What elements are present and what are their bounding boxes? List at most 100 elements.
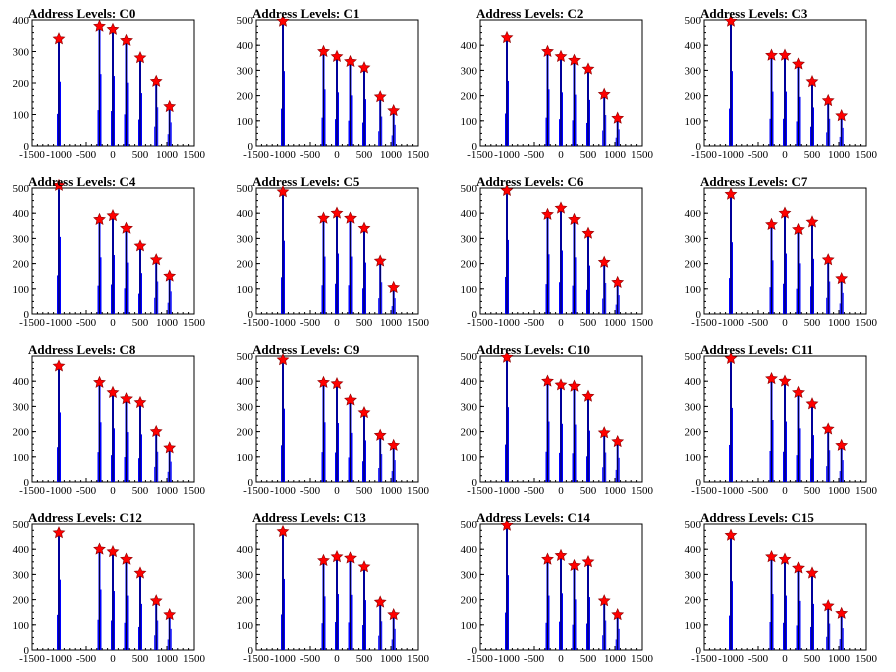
x-tick-label: -1500 — [467, 317, 493, 329]
x-tick-label: 1500 — [407, 653, 430, 665]
chart-panel: 0 100 200 300 400 500 -1500 -1000 -500 0 500 1000 15… — [224, 168, 448, 336]
x-tick-label: -1000 — [718, 485, 744, 497]
peak-star-marker — [778, 206, 792, 219]
x-tick-label: -1000 — [494, 653, 520, 665]
peak-star-marker — [581, 62, 595, 75]
chart-panel: 0 100 200 300 400 500 -1500 -1000 -500 0 500 1000 15… — [672, 504, 896, 672]
peak-star-marker — [581, 226, 595, 239]
histogram-bar-shoulder — [114, 255, 115, 314]
chart-svg: 0 100 200 300 400 500 -1500 -1000 -500 0 500 1000 15… — [461, 518, 654, 665]
y-tick-label: 300 — [237, 569, 254, 581]
peak-star-marker — [778, 48, 792, 61]
histogram-bar-shoulder — [615, 137, 617, 146]
y-tick-label: 200 — [237, 427, 254, 439]
histogram-bar-shoulder — [170, 291, 172, 314]
histogram-bar-shoulder — [729, 278, 730, 314]
histogram-bar-shoulder — [786, 91, 787, 146]
peak-star-marker — [93, 542, 106, 555]
peak-star-marker — [52, 32, 66, 45]
histogram-bar-shoulder — [284, 240, 285, 314]
chart-panel: 0 100 200 300 400 500 -1500 -1000 -500 0 500 1000 15… — [224, 336, 448, 504]
histogram-bar-shoulder — [586, 623, 587, 650]
x-tick-label: 500 — [132, 149, 149, 161]
chart-panel: 0 100 200 300 400 500 -1500 -1000 -500 0 500 1000 15… — [0, 168, 224, 336]
x-tick-label: -500 — [300, 317, 321, 329]
x-tick-label: -1000 — [270, 149, 296, 161]
peak-star-marker — [554, 378, 568, 391]
y-tick-label: 0 — [696, 309, 702, 321]
histogram-bar-shoulder — [381, 116, 383, 146]
peak-star-marker — [52, 526, 66, 539]
peak-star-marker — [120, 392, 133, 405]
x-tick-label: 1000 — [380, 653, 403, 665]
x-tick-label: 500 — [804, 149, 821, 161]
histogram-bar-shoulder — [826, 466, 828, 482]
histogram-bar-shoulder — [100, 589, 102, 650]
y-tick-label: 300 — [13, 47, 30, 59]
histogram-bar-shoulder — [505, 276, 506, 314]
x-tick-label: 1500 — [855, 485, 878, 497]
peak-star-marker — [149, 253, 163, 266]
histogram-bar-shoulder — [589, 597, 590, 650]
histogram-bar-shoulder — [732, 242, 733, 314]
x-tick-label: -1000 — [494, 317, 520, 329]
x-tick-label: -1000 — [270, 485, 296, 497]
x-tick-label: -500 — [748, 653, 769, 665]
histogram-bar-shoulder — [57, 614, 58, 650]
histogram-bar-shoulder — [799, 96, 801, 146]
histogram-bar-shoulder — [586, 456, 587, 482]
x-tick-label: 1000 — [604, 485, 627, 497]
histogram-bar-shoulder — [154, 126, 156, 146]
histogram-bar-shoulder — [124, 622, 126, 650]
histogram-bar-shoulder — [586, 289, 587, 314]
peak-star-marker — [106, 544, 120, 558]
chart-panel: 0 100 200 300 400 500 -1500 -1000 -500 0 500 1000 15… — [672, 336, 896, 504]
chart-panel: 0 100 200 300 400 500 -1500 -1000 -500 0 500 1000 15… — [448, 168, 672, 336]
peak-star-marker — [568, 53, 581, 66]
histogram-bar-shoulder — [729, 108, 730, 146]
x-tick-label: 500 — [356, 149, 373, 161]
x-tick-label: 1000 — [828, 149, 851, 161]
histogram-bar-shoulder — [508, 239, 509, 314]
peak-star-marker — [52, 178, 66, 191]
x-tick-label: 1000 — [156, 149, 179, 161]
peak-star-marker — [149, 74, 163, 87]
histogram-bar-shoulder — [365, 99, 366, 146]
peak-star-marker — [52, 359, 66, 372]
y-tick-label: 100 — [685, 116, 702, 128]
chart-svg: 0 100 200 300 400 -1500 -1000 -500 0 500 1000 1500 — [13, 15, 206, 161]
histogram-bar-shoulder — [769, 622, 771, 650]
y-tick-label: 100 — [237, 452, 254, 464]
y-tick-label: 200 — [237, 259, 254, 271]
peak-star-marker — [387, 607, 401, 621]
y-tick-label: 200 — [461, 91, 478, 103]
y-tick-label: 200 — [13, 78, 30, 90]
x-tick-label: 0 — [334, 485, 340, 497]
histogram-bar-shoulder — [796, 121, 798, 146]
peak-star-marker — [149, 424, 163, 438]
histogram-bar-shoulder — [826, 636, 828, 650]
peak-star-marker — [835, 606, 849, 619]
histogram-bar-shoulder — [378, 298, 380, 314]
histogram-bar-shoulder — [842, 127, 844, 146]
peak-star-marker — [387, 103, 401, 117]
x-tick-label: 1000 — [380, 485, 403, 497]
histogram-bar-shoulder — [589, 430, 590, 482]
histogram-bar-shoulder — [124, 114, 126, 146]
histogram-bar-shoulder — [810, 286, 811, 314]
histogram-bar-shoulder — [114, 76, 115, 146]
peak-star-marker — [317, 375, 330, 388]
histogram-bar-shoulder — [732, 407, 733, 482]
histogram-bar-shoulder — [786, 595, 787, 650]
x-tick-label: 1000 — [156, 653, 179, 665]
x-tick-label: -1000 — [718, 317, 744, 329]
histogram-bar-shoulder — [572, 624, 574, 650]
chart-title: Address Levels: C4 — [28, 174, 136, 189]
histogram-bar-shoulder — [562, 250, 563, 314]
histogram-bar-shoulder — [321, 452, 323, 482]
histogram-bar-shoulder — [548, 89, 550, 146]
x-tick-label: 1500 — [407, 485, 430, 497]
histogram-bar-shoulder — [548, 421, 550, 482]
histogram-bar-shoulder — [111, 455, 112, 482]
histogram-bar-shoulder — [391, 135, 393, 146]
